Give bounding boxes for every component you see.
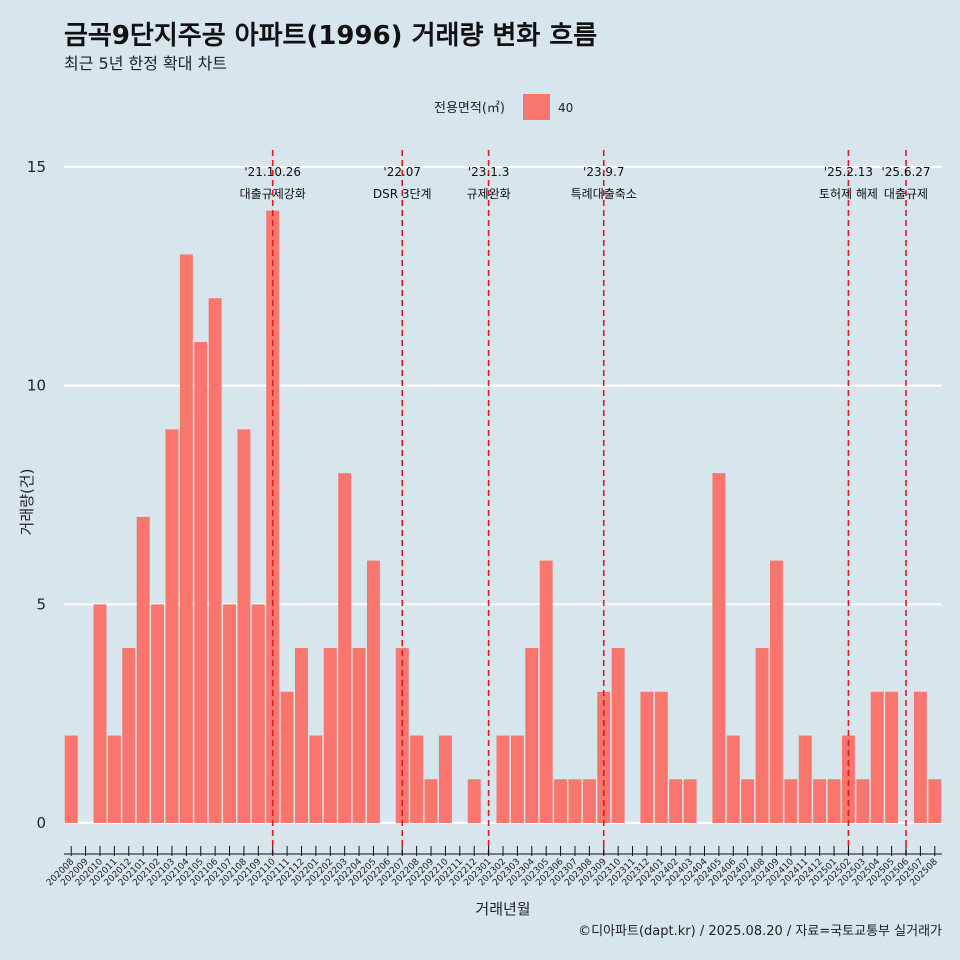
bar xyxy=(611,648,625,823)
bar xyxy=(928,779,942,823)
bar xyxy=(64,735,78,823)
bar xyxy=(295,648,308,823)
chart-subtitle: 최근 5년 한정 확대 차트 xyxy=(64,54,227,73)
bar xyxy=(93,604,107,823)
bar xyxy=(554,779,568,823)
bar xyxy=(208,298,222,823)
x-axis: 2020082020092020102020112020122021012021… xyxy=(45,846,942,888)
bar xyxy=(237,429,251,823)
y-tick-label: 10 xyxy=(27,377,46,395)
bar xyxy=(510,735,524,823)
event-date: '23.1.3 xyxy=(468,165,509,179)
event-date: '21.10.26 xyxy=(244,165,301,179)
bar xyxy=(683,779,697,823)
bar xyxy=(352,648,366,823)
bar xyxy=(741,779,755,823)
bar xyxy=(539,560,553,823)
bar xyxy=(424,779,438,823)
event-date: '25.2.13 xyxy=(824,165,873,179)
bar xyxy=(885,691,899,823)
event-date: '22.07 xyxy=(383,165,421,179)
bar xyxy=(223,604,237,823)
bar xyxy=(654,691,668,823)
bar xyxy=(798,735,812,823)
bar xyxy=(122,648,136,823)
bar xyxy=(323,648,337,823)
bar xyxy=(784,779,798,823)
legend-label: 40 xyxy=(558,101,573,115)
legend-swatch xyxy=(523,94,550,120)
bar xyxy=(913,691,927,823)
annotations: '21.10.26 대출규제강화 '22.07 DSR 3단계 '23.1.3 규제완화 '… xyxy=(240,150,931,854)
legend: 전용면적(㎡) 40 xyxy=(434,94,573,120)
bar xyxy=(525,648,539,823)
bar xyxy=(136,516,150,823)
bar xyxy=(165,429,179,823)
bar xyxy=(179,254,193,823)
event-label: 대출규제 xyxy=(884,187,928,201)
legend-title: 전용면적(㎡) xyxy=(434,101,505,116)
bar xyxy=(568,779,582,823)
bar xyxy=(841,735,855,823)
bar xyxy=(309,735,323,823)
bar xyxy=(597,691,611,823)
bar xyxy=(151,604,165,823)
event-label: 토허제 해제 xyxy=(819,187,878,201)
y-tick-label: 15 xyxy=(27,158,46,176)
event-label: DSR 3단계 xyxy=(373,187,432,201)
event-date: '25.6.27 xyxy=(881,165,930,179)
bar xyxy=(438,735,452,823)
bar xyxy=(712,473,726,823)
y-axis-title: 거래량(건) xyxy=(18,469,36,536)
bar xyxy=(467,779,481,823)
event-label: 특례대출축소 xyxy=(571,187,637,201)
caption: ©디아파트(dapt.kr) / 2025.08.20 / 자료=국토교통부 실… xyxy=(578,924,942,939)
bar xyxy=(755,648,769,823)
bar xyxy=(669,779,683,823)
bar xyxy=(280,691,294,823)
bar xyxy=(107,735,121,823)
bars xyxy=(64,210,942,823)
bar xyxy=(410,735,424,823)
y-axis: 0 5 10 15 xyxy=(27,158,46,832)
bar xyxy=(338,473,352,823)
event-label: 대출규제강화 xyxy=(240,187,306,201)
bar xyxy=(813,779,827,823)
bar xyxy=(726,735,740,823)
bar xyxy=(251,604,265,823)
bar xyxy=(870,691,884,823)
bar xyxy=(194,341,208,823)
bar xyxy=(769,560,783,823)
x-axis-title: 거래년월 xyxy=(475,900,530,918)
y-tick-label: 5 xyxy=(36,595,46,613)
bar xyxy=(582,779,596,823)
y-tick-label: 0 xyxy=(36,814,46,832)
bar xyxy=(827,779,841,823)
chart-title: 금곡9단지주공 아파트(1996) 거래량 변화 흐름 xyxy=(64,21,597,51)
bar xyxy=(856,779,870,823)
event-date: '23.9.7 xyxy=(583,165,624,179)
bar xyxy=(266,210,280,823)
bar xyxy=(366,560,380,823)
bar xyxy=(496,735,510,823)
bar xyxy=(640,691,654,823)
event-label: 규제완화 xyxy=(467,187,511,201)
